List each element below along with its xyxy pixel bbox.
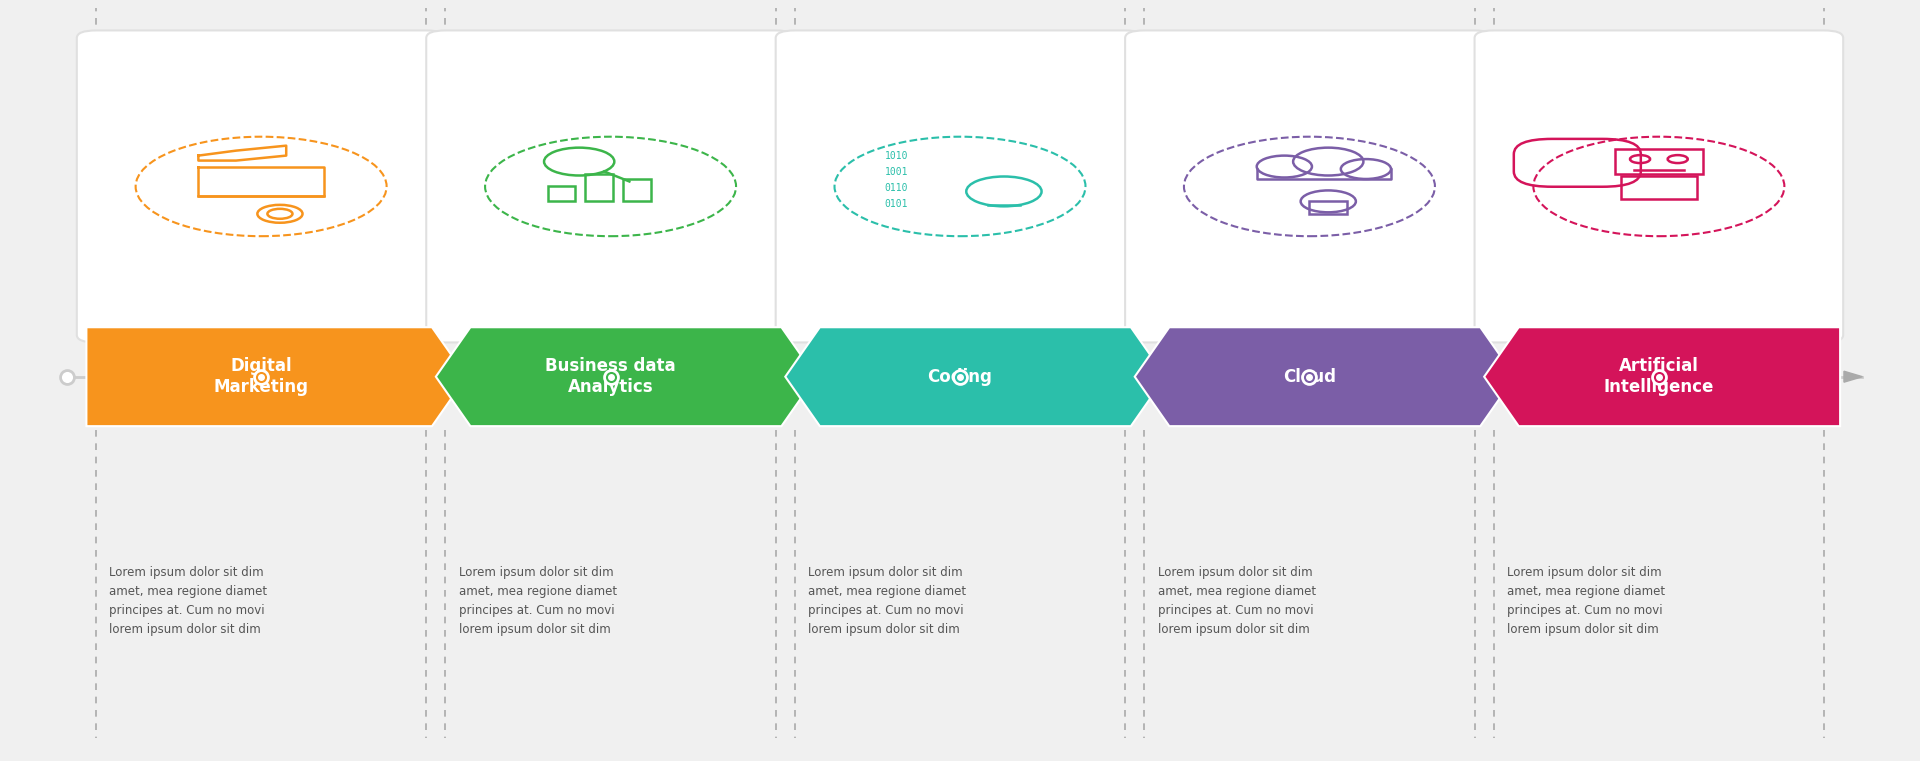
FancyBboxPatch shape xyxy=(776,30,1144,342)
Bar xyxy=(624,179,651,202)
Polygon shape xyxy=(785,327,1165,426)
Polygon shape xyxy=(86,327,467,426)
Text: Cloud: Cloud xyxy=(1283,368,1336,386)
Text: Artificial
Intelligence: Artificial Intelligence xyxy=(1603,358,1715,396)
Bar xyxy=(547,186,576,202)
Polygon shape xyxy=(1843,371,1862,382)
Bar xyxy=(586,174,612,202)
Text: 0110: 0110 xyxy=(885,183,908,193)
Bar xyxy=(1615,149,1703,174)
Text: 0101: 0101 xyxy=(885,199,908,209)
Text: 1010: 1010 xyxy=(885,151,908,161)
Polygon shape xyxy=(1135,327,1515,426)
Text: Lorem ipsum dolor sit dim
amet, mea regione diamet
principes at. Cum no movi
lor: Lorem ipsum dolor sit dim amet, mea regi… xyxy=(459,566,616,636)
FancyBboxPatch shape xyxy=(77,30,445,342)
Text: Coding: Coding xyxy=(927,368,993,386)
FancyBboxPatch shape xyxy=(1125,30,1494,342)
FancyBboxPatch shape xyxy=(1475,30,1843,342)
FancyBboxPatch shape xyxy=(426,30,795,342)
Polygon shape xyxy=(436,327,816,426)
Text: Lorem ipsum dolor sit dim
amet, mea regione diamet
principes at. Cum no movi
lor: Lorem ipsum dolor sit dim amet, mea regi… xyxy=(1158,566,1315,636)
Text: Digital
Marketing: Digital Marketing xyxy=(213,358,309,396)
Text: Lorem ipsum dolor sit dim
amet, mea regione diamet
principes at. Cum no movi
lor: Lorem ipsum dolor sit dim amet, mea regi… xyxy=(808,566,966,636)
Text: Lorem ipsum dolor sit dim
amet, mea regione diamet
principes at. Cum no movi
lor: Lorem ipsum dolor sit dim amet, mea regi… xyxy=(1507,566,1665,636)
Text: Lorem ipsum dolor sit dim
amet, mea regione diamet
principes at. Cum no movi
lor: Lorem ipsum dolor sit dim amet, mea regi… xyxy=(109,566,267,636)
Bar xyxy=(1620,177,1697,199)
Text: 1001: 1001 xyxy=(885,167,908,177)
Polygon shape xyxy=(1484,327,1839,426)
Text: Business data
Analytics: Business data Analytics xyxy=(545,358,676,396)
Bar xyxy=(1309,202,1348,214)
